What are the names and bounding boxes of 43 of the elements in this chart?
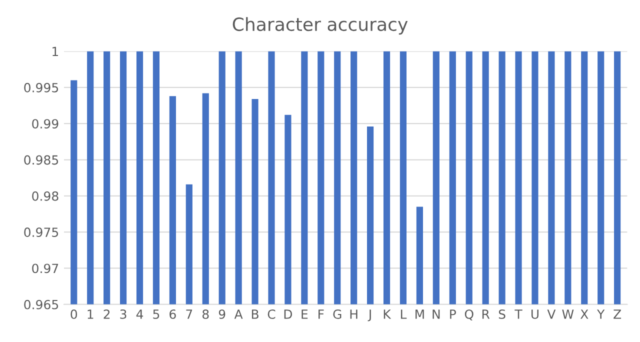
- x-tick-label: Q: [464, 309, 474, 320]
- x-tick-label: B: [252, 310, 258, 319]
- x-tick-label: L: [400, 310, 407, 319]
- y-tick-label: 0.995: [24, 82, 58, 92]
- y-tick-label: 1: [52, 46, 58, 56]
- y-tick-label: 0.965: [24, 300, 58, 310]
- x-tick-label: 9: [218, 309, 226, 319]
- x-tick-label: 4: [136, 310, 144, 319]
- x-tick-label: Y: [597, 310, 605, 319]
- x-tick-label: X: [580, 310, 588, 319]
- x-tick-label: P: [450, 310, 456, 319]
- x-tick-label: N: [432, 310, 440, 319]
- x-tick-label: 3: [120, 309, 126, 319]
- y-tick-label: 0.975: [24, 228, 58, 237]
- x-tick-label: U: [531, 310, 538, 319]
- x-tick-label: T: [514, 310, 522, 319]
- x-tick-label: 8: [202, 309, 209, 319]
- x-tick-label: 0: [70, 309, 78, 319]
- x-tick-label: 2: [104, 309, 110, 319]
- x-tick-label: M: [416, 310, 424, 319]
- chart-title: Character accuracy: [232, 17, 408, 35]
- x-tick-label: R: [482, 310, 490, 319]
- x-tick-label: S: [498, 309, 506, 319]
- y-tick-label: 0.98: [32, 191, 58, 201]
- x-tick-label: Z: [614, 310, 622, 319]
- x-tick-label: D: [284, 310, 292, 319]
- x-tick-label: W: [562, 310, 574, 319]
- x-tick-label: A: [234, 310, 243, 319]
- x-tick-label: K: [384, 310, 392, 319]
- x-tick-label: E: [302, 310, 308, 319]
- x-tick-label: F: [318, 310, 324, 319]
- y-tick-label: 0.99: [32, 119, 58, 129]
- x-tick-label: V: [547, 310, 556, 319]
- x-tick-label: 6: [170, 309, 176, 319]
- y-tick-label: 0.97: [32, 264, 58, 274]
- x-tick-label: 1: [88, 310, 94, 319]
- x-tick-label: 5: [153, 310, 160, 319]
- y-tick-label: 0.985: [24, 155, 58, 165]
- x-tick-label: C: [268, 309, 276, 319]
- x-tick-label: G: [333, 309, 342, 319]
- x-tick-label: H: [350, 310, 358, 319]
- x-tick-label: 7: [186, 310, 192, 319]
- x-tick-label: J: [368, 310, 371, 322]
